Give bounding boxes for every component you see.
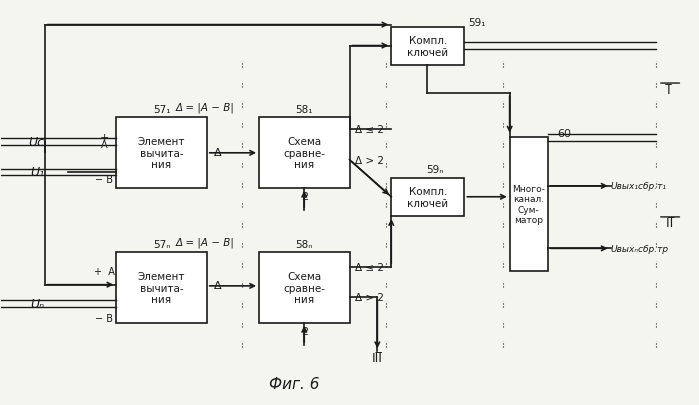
Text: Uₙ: Uₙ — [31, 297, 45, 310]
Text: Элемент
вычита-
ния: Элемент вычита- ния — [138, 271, 185, 305]
Text: Компл.
ключей: Компл. ключей — [408, 36, 448, 58]
Text: Uвых₁сбр.т₁: Uвых₁сбр.т₁ — [611, 182, 667, 191]
Text: Схема
сравне-
ния: Схема сравне- ния — [283, 271, 325, 305]
Text: Много-
канал.
Сум-
матор: Много- канал. Сум- матор — [512, 184, 545, 224]
Text: Δ = |A − B|: Δ = |A − B| — [175, 103, 234, 113]
Text: Δ > 2: Δ > 2 — [355, 155, 384, 165]
Text: 60: 60 — [557, 128, 571, 138]
Text: Δ ≤ 2: Δ ≤ 2 — [355, 125, 384, 135]
Text: 58ₙ: 58ₙ — [296, 240, 313, 249]
Text: Uвыхₙсбр.тр: Uвыхₙсбр.тр — [611, 244, 669, 253]
Text: I̅: I̅ — [668, 83, 672, 96]
Text: 58₁: 58₁ — [296, 105, 313, 115]
Text: 2: 2 — [301, 191, 308, 201]
FancyBboxPatch shape — [116, 118, 207, 188]
Text: III̅: III̅ — [372, 351, 383, 364]
Text: Фиг. 6: Фиг. 6 — [268, 376, 319, 391]
Text: Δ: Δ — [214, 147, 222, 157]
Text: Компл.
ключей: Компл. ключей — [408, 187, 448, 208]
Text: +: + — [100, 133, 109, 143]
Text: II̅: II̅ — [666, 216, 673, 229]
Text: 2: 2 — [301, 326, 308, 336]
Text: Uc: Uc — [29, 136, 45, 149]
Text: A: A — [101, 139, 108, 149]
Text: 57ₙ: 57ₙ — [153, 240, 171, 249]
Text: − B: − B — [96, 313, 113, 323]
Text: +  A: + A — [94, 267, 115, 277]
Text: Δ > 2: Δ > 2 — [355, 292, 384, 302]
FancyBboxPatch shape — [116, 253, 207, 323]
Text: 59ₙ: 59ₙ — [426, 164, 443, 174]
Text: Δ = |A − B|: Δ = |A − B| — [175, 237, 234, 247]
FancyBboxPatch shape — [259, 118, 350, 188]
Text: 59₁: 59₁ — [468, 17, 485, 28]
Text: Схема
сравне-
ния: Схема сравне- ния — [283, 136, 325, 170]
Text: Элемент
вычита-
ния: Элемент вычита- ния — [138, 136, 185, 170]
Text: Δ ≤ 2: Δ ≤ 2 — [355, 262, 384, 272]
FancyBboxPatch shape — [391, 28, 464, 66]
FancyBboxPatch shape — [391, 178, 464, 217]
FancyBboxPatch shape — [510, 138, 548, 271]
Text: Δ: Δ — [214, 280, 222, 290]
Text: 57₁: 57₁ — [153, 105, 171, 115]
Text: − B: − B — [96, 174, 113, 184]
FancyBboxPatch shape — [259, 253, 350, 323]
Text: U₁: U₁ — [31, 166, 45, 179]
